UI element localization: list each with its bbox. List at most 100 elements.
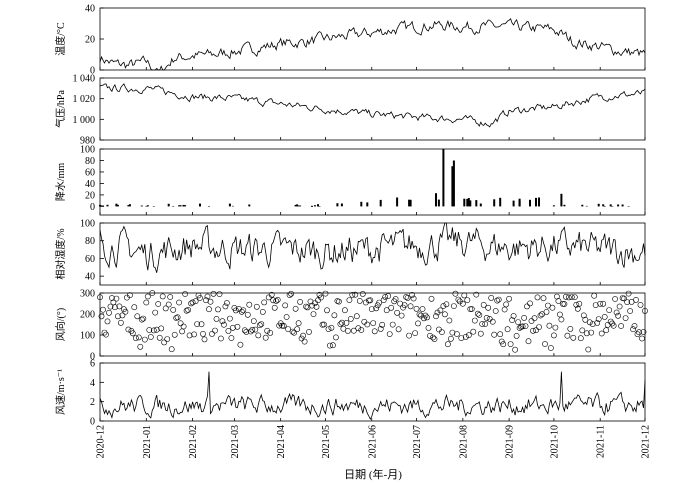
precip-bar — [100, 205, 103, 207]
wind-direction-point — [589, 321, 596, 327]
precip-bar — [294, 204, 297, 207]
wind-direction-point — [225, 327, 232, 334]
wind-direction-point — [467, 306, 474, 312]
wind-direction-point — [388, 304, 395, 311]
wind-direction-point — [594, 319, 601, 326]
wind-direction-point — [479, 321, 486, 327]
wind-direction-point — [540, 295, 547, 302]
wind-direction-point — [253, 303, 260, 310]
wind-direction-point — [546, 322, 553, 329]
wind-direction-point — [174, 314, 181, 321]
wind-direction-point — [271, 304, 278, 311]
wind-direction-point — [373, 305, 380, 312]
wind-direction-point — [449, 329, 456, 336]
y-axis-label: 相对湿度/% — [54, 228, 67, 279]
wind-direction-point — [206, 306, 212, 313]
wind-direction-point — [321, 321, 327, 328]
wind-direction-point — [116, 303, 123, 310]
wind-direction-point — [616, 303, 623, 310]
wind-direction-point — [452, 290, 459, 297]
wind-direction-point — [376, 299, 383, 306]
wind-direction-point — [401, 302, 408, 309]
precip-bar — [437, 199, 440, 207]
precip-bar — [128, 204, 131, 207]
precip-bar — [409, 199, 412, 207]
wind-direction-point — [312, 300, 318, 306]
wind-direction-point — [288, 290, 294, 297]
wind-direction-point — [504, 326, 511, 333]
wind-direction-point — [624, 299, 630, 305]
wind-direction-point — [262, 334, 269, 341]
wind-direction-point — [431, 336, 438, 342]
wind-direction-point — [443, 301, 450, 308]
x-tick-label: 2021-04 — [276, 425, 287, 458]
wind-direction-point — [171, 331, 178, 338]
y-tick-label: 20 — [85, 190, 95, 201]
wind-direction-point — [112, 304, 118, 311]
wind-direction-point — [350, 327, 357, 334]
series-line-pressure — [99, 83, 646, 128]
wind-direction-point — [512, 346, 518, 353]
wind-direction-point — [642, 307, 648, 314]
wind-direction-point — [241, 327, 248, 334]
wind-direction-point — [149, 290, 156, 296]
wind-direction-point — [591, 292, 598, 299]
wind-direction-point — [434, 309, 441, 316]
wind-direction-point — [118, 319, 124, 326]
wind-direction-point — [349, 291, 356, 298]
wind-direction-point — [577, 335, 584, 342]
precip-bar — [99, 204, 101, 207]
x-tick-label: 2020-12 — [96, 425, 107, 458]
x-tick-label: 2021-07 — [412, 425, 423, 458]
x-axis: 2020-12 2021-01 2021-02 2021-03 2021-04 2021-… — [96, 425, 652, 458]
precip-bar — [538, 197, 540, 207]
wind-direction-point — [622, 315, 629, 321]
wind-direction-point — [398, 312, 405, 319]
wind-direction-point — [458, 335, 465, 341]
wind-direction-point — [147, 334, 154, 340]
wind-direction-point — [576, 300, 583, 307]
precip-bar — [609, 204, 612, 207]
wind-direction-point — [370, 320, 377, 326]
precip-bar — [231, 205, 234, 207]
wind-direction-point — [135, 334, 142, 341]
wind-direction-point — [515, 319, 521, 325]
x-tick-label: 2021-06 — [367, 425, 378, 458]
precip-bar — [336, 203, 339, 207]
wind-direction-point — [318, 294, 324, 301]
wind-direction-point — [141, 336, 148, 343]
wind-direction-point — [433, 313, 439, 320]
panel-frame — [99, 292, 646, 357]
wind-direction-point — [355, 325, 362, 332]
wind-direction-point — [328, 324, 335, 331]
wind-direction-point — [528, 318, 535, 324]
wind-direction-point — [630, 326, 636, 333]
wind-direction-point — [421, 315, 427, 322]
wind-direction-point — [216, 291, 223, 297]
wind-direction-point — [531, 315, 538, 322]
wind-direction-point — [217, 335, 224, 342]
x-tick-label: 2021-03 — [230, 425, 241, 458]
wind-direction-point — [122, 308, 129, 315]
wind-direction-point — [455, 296, 462, 303]
wind-direction-point — [444, 341, 451, 348]
wind-direction-point — [295, 320, 302, 327]
precip-bar — [597, 203, 600, 207]
wind-direction-point — [176, 299, 182, 306]
wind-direction-point — [601, 313, 608, 320]
x-axis-label: 日期 (年-月) — [344, 467, 402, 481]
wind-direction-point — [473, 291, 480, 298]
wind-direction-point — [170, 306, 177, 313]
y-axis-label: 风速/m·s⁻¹ — [55, 369, 67, 415]
precip-bar — [297, 205, 300, 207]
wind-direction-point — [273, 298, 280, 304]
wind-direction-point — [640, 329, 647, 335]
precip-bar — [463, 198, 466, 207]
precip-bar — [563, 204, 566, 207]
wind-direction-point — [152, 309, 159, 316]
wind-direction-point — [107, 303, 114, 310]
wind-direction-point — [563, 293, 569, 300]
wind-direction-point — [485, 304, 492, 311]
